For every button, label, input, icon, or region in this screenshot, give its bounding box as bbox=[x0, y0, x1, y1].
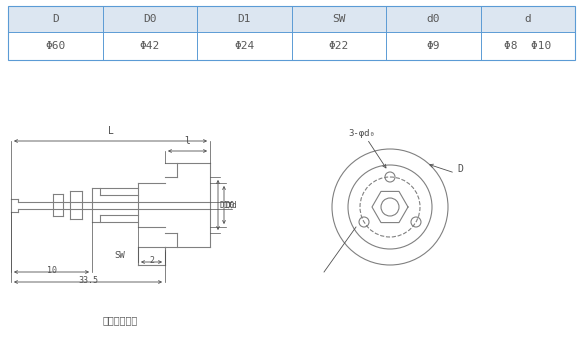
Text: D1: D1 bbox=[237, 14, 251, 24]
Text: D: D bbox=[457, 164, 463, 174]
Text: Φ22: Φ22 bbox=[329, 41, 349, 51]
Text: D1: D1 bbox=[220, 200, 229, 210]
Text: D: D bbox=[52, 14, 59, 24]
Text: SW: SW bbox=[332, 14, 346, 24]
Text: Φ8  Φ10: Φ8 Φ10 bbox=[504, 41, 552, 51]
Text: Φ60: Φ60 bbox=[45, 41, 65, 51]
Text: L: L bbox=[107, 126, 114, 136]
Text: d: d bbox=[232, 200, 237, 210]
Text: d: d bbox=[524, 14, 531, 24]
Text: 卡套法兰接头: 卡套法兰接头 bbox=[103, 315, 138, 325]
Bar bbox=[8, 6, 575, 32]
Text: l: l bbox=[185, 136, 191, 146]
Text: D0: D0 bbox=[226, 200, 236, 210]
Text: 10: 10 bbox=[47, 266, 57, 275]
Bar bbox=[8, 6, 575, 60]
Text: d0: d0 bbox=[427, 14, 440, 24]
Text: SW: SW bbox=[115, 251, 125, 261]
Text: Φ24: Φ24 bbox=[234, 41, 254, 51]
Text: Φ9: Φ9 bbox=[427, 41, 440, 51]
Text: 33.5: 33.5 bbox=[78, 276, 98, 285]
Text: Φ42: Φ42 bbox=[139, 41, 160, 51]
Text: 3-φd₀: 3-φd₀ bbox=[349, 129, 375, 139]
Text: 2: 2 bbox=[149, 256, 154, 265]
Text: D0: D0 bbox=[143, 14, 156, 24]
